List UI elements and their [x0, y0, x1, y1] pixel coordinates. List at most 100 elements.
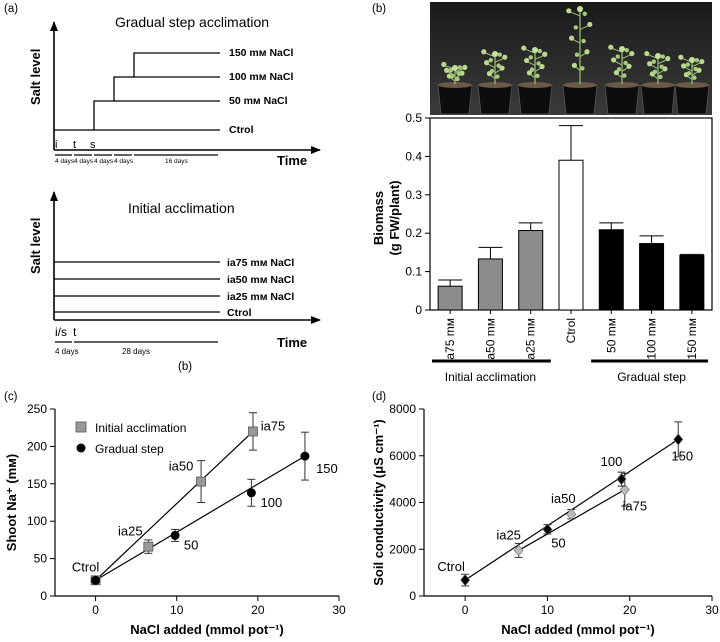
leaf — [462, 64, 468, 70]
leaf — [689, 57, 695, 63]
leaf — [686, 71, 692, 76]
leaf — [524, 57, 530, 64]
leaf — [542, 51, 548, 57]
panel-b-label: (b) — [372, 3, 386, 15]
panel-a: (a) Gradual step acclimation Salt level … — [4, 3, 321, 373]
leaf — [694, 57, 699, 63]
leaf — [655, 53, 661, 59]
plant-pot — [437, 61, 473, 115]
pot — [437, 84, 473, 115]
category-label: ia50 mм — [483, 318, 497, 362]
x-tick-label: 10 — [541, 603, 555, 617]
level-lines — [54, 261, 220, 313]
leaf — [573, 25, 578, 30]
leaf — [624, 47, 629, 53]
branch — [494, 57, 505, 63]
group-label-initial: Initial acclimation — [445, 370, 536, 384]
bar-1 — [477, 258, 503, 311]
phase-is: i/s — [55, 325, 67, 339]
bar-4 — [598, 229, 624, 311]
point-label: Ctrol — [437, 559, 465, 574]
y-label: Salt level — [28, 49, 43, 105]
branch — [454, 67, 465, 73]
leaf — [502, 54, 508, 60]
leaf — [457, 65, 462, 70]
level-50: 50 mм NaCl — [229, 95, 288, 107]
leaf — [496, 63, 501, 68]
point-diamond — [542, 523, 553, 536]
legend-label: Initial acclimation — [95, 421, 186, 435]
plant-pots — [437, 6, 710, 115]
x-tick-label: 30 — [705, 603, 719, 617]
duration-4: 4 days — [114, 158, 134, 165]
y-tick-label: 0.5 — [405, 111, 422, 125]
step-150-line — [133, 52, 220, 77]
leaf — [532, 47, 538, 53]
category-label: Ctrol — [564, 318, 578, 343]
leaf — [619, 46, 625, 52]
leaf — [484, 60, 490, 66]
point-circle — [246, 488, 256, 498]
point-label: ia50 — [169, 459, 194, 474]
leaf — [528, 55, 533, 60]
bar-0 — [437, 285, 463, 311]
leaf — [659, 64, 664, 69]
leaf — [652, 69, 658, 75]
leaf — [587, 21, 593, 28]
y-axis-label-line2: (g FW/plant) — [387, 180, 402, 255]
y-axis-label: Soil conductivity (μS cm⁻¹) — [371, 419, 386, 586]
point-label: ia75 — [261, 418, 286, 433]
pot — [604, 84, 640, 115]
leaf — [569, 35, 575, 41]
leaf — [629, 50, 635, 57]
duration-1: 4 days — [55, 347, 79, 356]
plant-pot — [674, 54, 710, 115]
category-label: ia25 mм — [524, 318, 538, 362]
leaf — [622, 73, 627, 78]
level-ia50: ia50 mм NaCl — [227, 274, 294, 286]
y-tick-label: 0 — [409, 589, 416, 603]
y-tick-label: 4000 — [389, 496, 416, 510]
x-tick-label: 20 — [623, 603, 637, 617]
x-tick-label: 0 — [92, 603, 99, 617]
leaf — [495, 74, 500, 79]
point-label: ia75 — [622, 499, 647, 514]
soil — [641, 82, 675, 88]
y-tick-label: 250 — [27, 402, 47, 416]
plant-pot — [562, 6, 598, 115]
leaf — [539, 64, 545, 70]
y-axis-label: Shoot Na⁺ (mм) — [4, 454, 19, 551]
leaf — [615, 54, 620, 59]
leaf — [681, 63, 687, 69]
legend-label: Gradual step — [95, 442, 164, 456]
leaf — [692, 75, 697, 80]
point-label: 100 — [261, 495, 283, 510]
group-label-gradual: Gradual step — [617, 370, 686, 384]
plant-pot — [640, 50, 676, 115]
leaf — [611, 57, 617, 63]
point-diamond — [619, 483, 630, 496]
leaf — [665, 56, 671, 62]
schematic-title: Gradual step acclimation — [115, 14, 269, 30]
leaf — [580, 66, 585, 71]
duration-2: 4 days — [74, 158, 94, 165]
leaf — [492, 51, 498, 57]
y-tick-label: 6000 — [389, 449, 416, 463]
trend-line-1 — [95, 455, 306, 581]
point-label: ia25 — [496, 527, 521, 542]
y-tick-label: 0 — [40, 589, 47, 603]
level-ia75: ia75 mм NaCl — [227, 257, 294, 269]
y-tick-label: 0.1 — [405, 265, 422, 279]
x-tick-label: 0 — [462, 603, 469, 617]
leaf — [577, 6, 583, 12]
soil — [563, 82, 597, 88]
branch — [611, 47, 623, 53]
leaf — [613, 70, 620, 76]
level-ctrol: Ctrol — [229, 124, 254, 136]
y-tick-label: 0.3 — [405, 188, 422, 202]
bar-3 — [558, 159, 584, 311]
leaf — [581, 38, 586, 44]
branch — [621, 54, 632, 60]
point-label: 50 — [551, 535, 565, 550]
y-tick-label: 0.2 — [405, 226, 422, 240]
